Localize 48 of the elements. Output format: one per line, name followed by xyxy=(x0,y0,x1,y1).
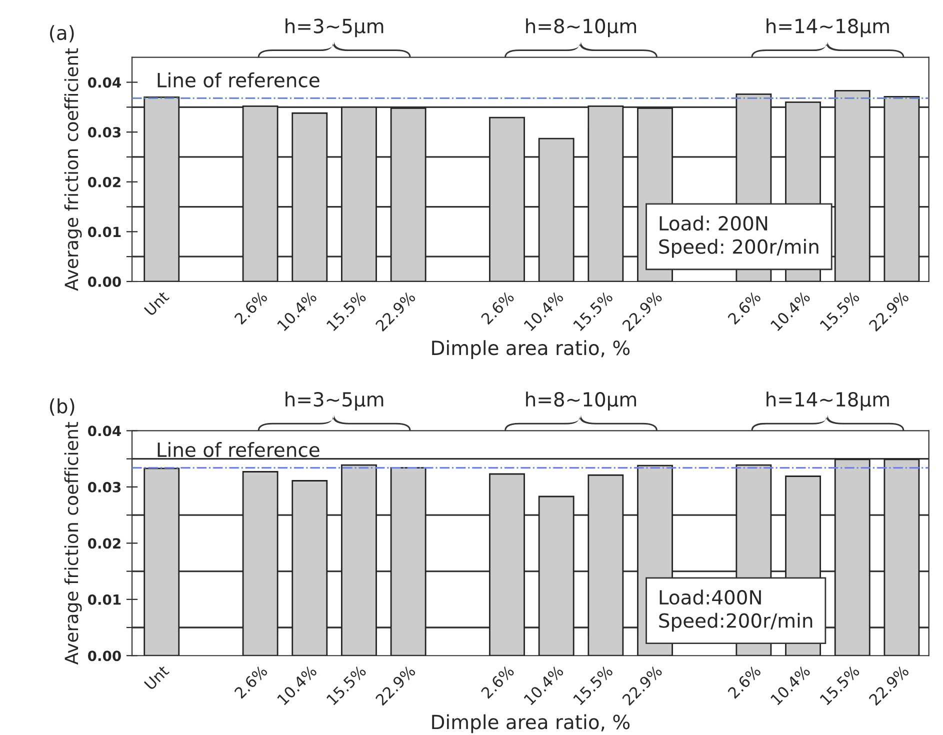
bar xyxy=(292,480,328,656)
y-tick-label: 0.01 xyxy=(88,594,121,605)
ref-line-label: Line of reference xyxy=(158,442,320,458)
bar xyxy=(292,112,328,282)
y-tick-label: 0.01 xyxy=(88,226,121,238)
y-axis-title: Average friction coefficient xyxy=(64,422,82,665)
bar xyxy=(588,474,624,656)
y-tick-label: 0.03 xyxy=(88,127,120,138)
x-axis-title: Dimple area ratio, % xyxy=(432,714,630,734)
text: h=8~10μm xyxy=(526,18,636,38)
bar xyxy=(538,496,574,656)
bar xyxy=(242,471,278,656)
y-axis-title: Average friction coefficient xyxy=(64,48,82,291)
bar xyxy=(489,116,525,282)
y-tick-label: 0.00 xyxy=(88,276,121,287)
text: (b) xyxy=(50,398,74,416)
bar xyxy=(144,468,180,656)
bar xyxy=(588,105,624,282)
y-tick-label: 0.02 xyxy=(88,538,120,549)
y-tick-label: 0.04 xyxy=(88,426,121,436)
y-tick-label: 0.03 xyxy=(88,482,120,492)
annotation: Load: 200N Speed: 200r/min xyxy=(659,216,818,258)
bar xyxy=(489,473,525,656)
text: h=14~18μm xyxy=(766,392,889,410)
bar xyxy=(538,138,574,282)
text: h=8~10μm xyxy=(526,392,636,410)
bar xyxy=(390,107,426,282)
text: h=14~18μm xyxy=(766,18,889,38)
bar xyxy=(242,105,278,282)
y-tick-label: 0.02 xyxy=(88,176,120,188)
bar xyxy=(341,464,377,656)
bar xyxy=(834,458,870,656)
bar xyxy=(884,96,920,282)
x-tick-label: Unt xyxy=(144,290,170,316)
x-tick-label: Unt xyxy=(144,664,170,690)
bar xyxy=(884,458,920,656)
bar xyxy=(390,467,426,656)
text: (a) xyxy=(50,25,74,42)
annotation: Load:400N Speed:200r/min xyxy=(659,590,812,632)
bar xyxy=(341,106,377,282)
y-tick-label: 0.00 xyxy=(88,650,121,662)
x-axis-title: Dimple area ratio, % xyxy=(432,340,630,359)
y-tick-label: 0.04 xyxy=(88,77,121,88)
text: h=3~5μm xyxy=(286,392,384,410)
text: h=3~5μm xyxy=(286,18,384,38)
bar xyxy=(834,90,870,282)
bar xyxy=(144,96,180,282)
ref-line-label: Line of reference xyxy=(158,72,320,88)
